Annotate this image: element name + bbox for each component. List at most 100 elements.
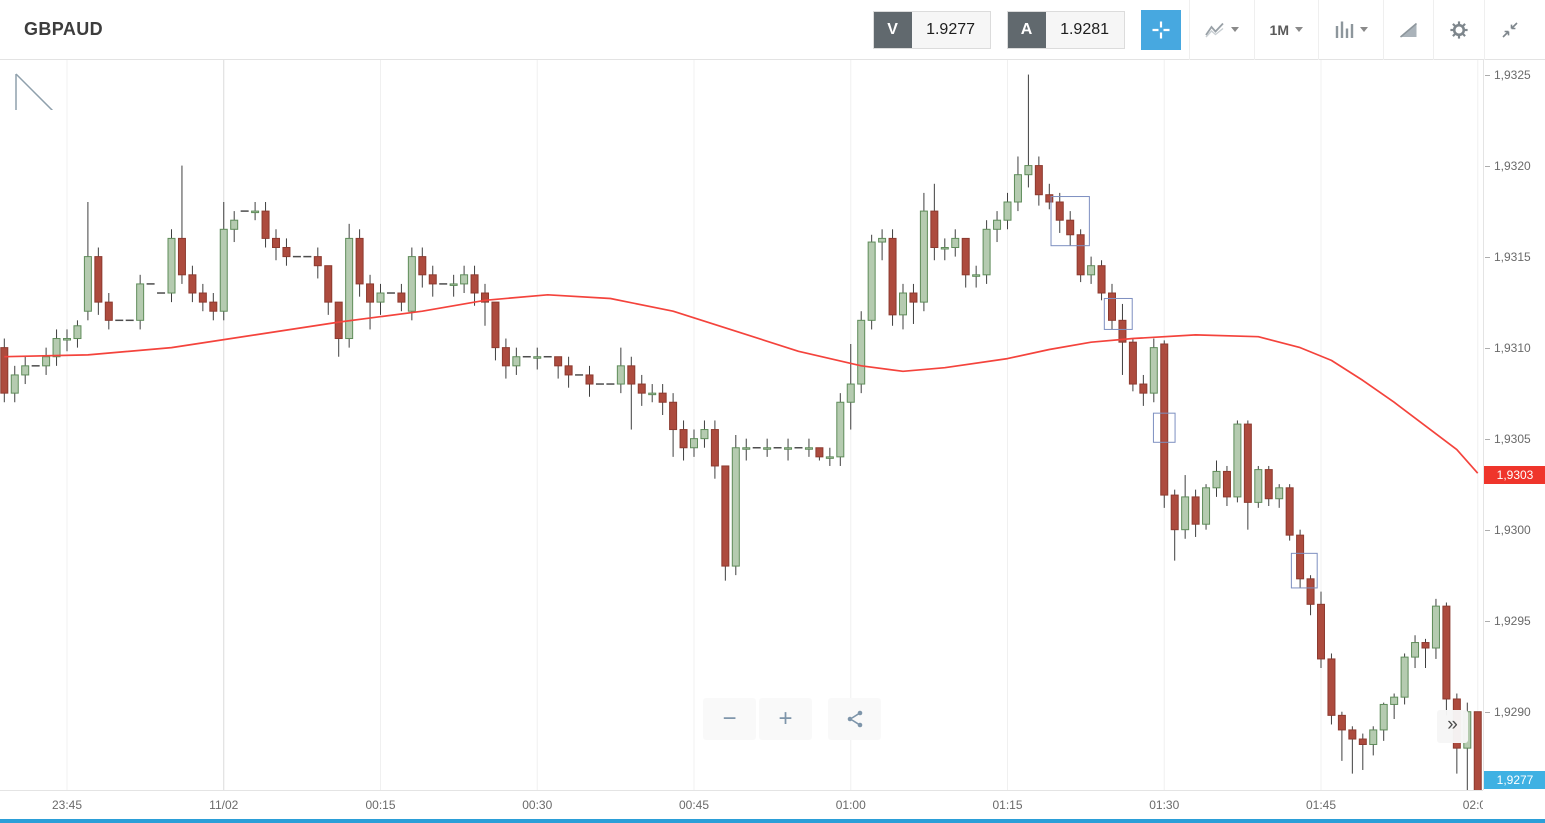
candle-down xyxy=(564,365,573,376)
candle-up xyxy=(1003,201,1012,221)
share-button[interactable] xyxy=(828,698,881,740)
highlight-marker xyxy=(1152,412,1176,443)
candle-up xyxy=(825,456,834,459)
line-chart-icon xyxy=(1204,22,1224,38)
candle-down xyxy=(209,301,218,312)
ma-line xyxy=(4,293,1479,474)
doji-dash xyxy=(115,319,124,322)
candle-up xyxy=(763,447,772,450)
candle-up xyxy=(648,392,657,396)
candle-down xyxy=(1348,729,1357,740)
candle-down xyxy=(1317,603,1325,660)
symbol-title: GBPAUD xyxy=(24,19,104,39)
candle-down xyxy=(313,256,322,267)
candle-up xyxy=(846,383,855,403)
zoom-out-button[interactable]: − xyxy=(703,698,756,740)
doji-dash xyxy=(157,292,166,294)
doji-dash xyxy=(386,292,395,294)
chart-type-button[interactable] xyxy=(1188,0,1254,60)
indicators-button[interactable] xyxy=(1383,0,1433,60)
candle-up xyxy=(1013,174,1022,203)
candle-up xyxy=(700,429,709,440)
candle-down xyxy=(272,237,280,249)
candle-up xyxy=(1087,265,1096,276)
candle-down xyxy=(1055,201,1064,221)
candlestick-chart[interactable] xyxy=(0,60,1483,790)
candle-down xyxy=(0,347,9,394)
candle-up xyxy=(731,447,740,567)
time-axis[interactable]: 23:45 11/02 00:15 00:30 00:45 01:00 01:15 01:30… xyxy=(0,790,1483,819)
buy-price: 1.9281 xyxy=(1060,20,1110,38)
candle-up xyxy=(867,241,876,321)
candle-down xyxy=(261,210,270,239)
candle-down xyxy=(1306,578,1315,605)
buy-label: A xyxy=(1007,11,1046,48)
candle-up xyxy=(1149,347,1158,394)
candle-down xyxy=(961,237,970,276)
doji-dash xyxy=(303,255,312,258)
jump-to-latest-button[interactable]: » xyxy=(1437,710,1468,743)
price-axis[interactable]: 1,9303 1,9277 1,9325 1,9320 1,9315 1,9310 1,… xyxy=(1483,60,1545,790)
candle-down xyxy=(815,447,824,458)
candle-up xyxy=(1369,729,1378,745)
candle-up xyxy=(1379,703,1388,731)
candle-down xyxy=(324,265,333,303)
price-axis-label: 1,9310 xyxy=(1484,340,1531,356)
candle-up xyxy=(1275,487,1284,500)
crosshair-button[interactable] xyxy=(1140,9,1181,50)
doji-dash xyxy=(146,283,155,285)
timeframe-button[interactable]: 1M xyxy=(1253,0,1318,60)
candle-down xyxy=(669,401,678,431)
candle-down xyxy=(1296,534,1305,580)
candle-down xyxy=(710,429,719,467)
price-axis-label: 1,9325 xyxy=(1484,67,1531,83)
candle-up xyxy=(1431,605,1440,649)
candle-down xyxy=(397,292,406,303)
sell-button[interactable]: V 1.9277 xyxy=(872,10,991,49)
candle-down xyxy=(355,237,364,285)
candle-down xyxy=(1358,738,1367,745)
zoom-in-button[interactable]: + xyxy=(759,698,812,740)
candle-down xyxy=(1128,341,1137,385)
candle-up xyxy=(1024,165,1033,176)
candle-down xyxy=(1421,642,1430,649)
candle-up xyxy=(10,374,19,394)
candle-up xyxy=(42,356,51,367)
candle-down xyxy=(1222,470,1231,498)
time-axis-label: 00:45 xyxy=(678,798,710,812)
doji-dash xyxy=(752,447,761,449)
doji-dash xyxy=(125,319,134,322)
candle-up xyxy=(836,401,845,458)
candle-down xyxy=(501,347,510,367)
settings-button[interactable] xyxy=(1433,0,1484,60)
candle-down xyxy=(366,283,375,303)
candle-up xyxy=(1233,423,1242,498)
chart-toolbar: GBPAUD V 1.9277 A 1.9281 1M xyxy=(0,0,1545,60)
time-axis-label: 00:15 xyxy=(365,798,396,812)
candle-down xyxy=(627,365,636,385)
candle-up xyxy=(982,228,991,276)
candle-down xyxy=(637,383,646,394)
candle-down xyxy=(94,256,103,303)
candle-down xyxy=(1285,487,1294,536)
candle-down xyxy=(721,465,730,567)
collapse-button[interactable] xyxy=(1484,0,1535,60)
time-axis-label: 01:45 xyxy=(1305,798,1337,812)
chart-style-button[interactable] xyxy=(1318,0,1383,60)
candle-up xyxy=(376,292,385,303)
candle-up xyxy=(878,237,887,243)
chevron-down-icon xyxy=(1230,27,1239,32)
candle-down xyxy=(282,247,291,258)
candle-down xyxy=(1097,265,1106,294)
candle-down xyxy=(1337,714,1346,731)
candle-up xyxy=(1212,470,1221,489)
buy-button[interactable]: A 1.9281 xyxy=(1006,10,1125,49)
bottom-accent-bar xyxy=(0,819,1545,823)
candle-down xyxy=(1076,234,1085,276)
candle-up xyxy=(690,438,698,449)
candle-up xyxy=(1411,642,1420,658)
candle-up xyxy=(1181,496,1190,531)
candle-up xyxy=(251,210,260,214)
candle-down xyxy=(428,274,437,285)
candle-down xyxy=(177,237,186,276)
